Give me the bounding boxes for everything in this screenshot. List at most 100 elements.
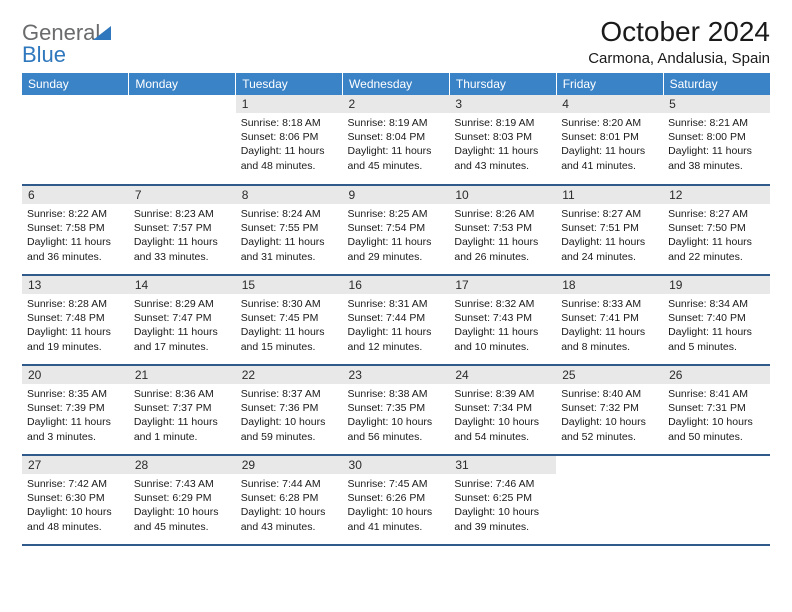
- daylight-line2: and 24 minutes.: [561, 250, 658, 264]
- sunrise: Sunrise: 7:45 AM: [348, 477, 445, 491]
- day-details: Sunrise: 8:32 AMSunset: 7:43 PMDaylight:…: [449, 294, 556, 359]
- sunrise: Sunrise: 8:20 AM: [561, 116, 658, 130]
- daylight-line2: and 38 minutes.: [668, 159, 765, 173]
- daylight-line1: Daylight: 11 hours: [134, 415, 231, 429]
- day-number: 31: [449, 456, 556, 474]
- calendar-cell: 7Sunrise: 8:23 AMSunset: 7:57 PMDaylight…: [129, 185, 236, 275]
- daylight-line2: and 17 minutes.: [134, 340, 231, 354]
- day-details: Sunrise: 7:43 AMSunset: 6:29 PMDaylight:…: [129, 474, 236, 539]
- calendar-week: 13Sunrise: 8:28 AMSunset: 7:48 PMDayligh…: [22, 275, 770, 365]
- calendar-cell: 28Sunrise: 7:43 AMSunset: 6:29 PMDayligh…: [129, 455, 236, 545]
- sunrise: Sunrise: 8:37 AM: [241, 387, 338, 401]
- sunset: Sunset: 7:35 PM: [348, 401, 445, 415]
- daylight-line1: Daylight: 10 hours: [668, 415, 765, 429]
- daylight-line2: and 8 minutes.: [561, 340, 658, 354]
- daylight-line1: Daylight: 11 hours: [27, 235, 124, 249]
- daylight-line2: and 31 minutes.: [241, 250, 338, 264]
- calendar-cell: [129, 95, 236, 185]
- calendar-cell: 19Sunrise: 8:34 AMSunset: 7:40 PMDayligh…: [663, 275, 770, 365]
- sunrise: Sunrise: 8:24 AM: [241, 207, 338, 221]
- day-details: Sunrise: 7:46 AMSunset: 6:25 PMDaylight:…: [449, 474, 556, 539]
- daylight-line2: and 36 minutes.: [27, 250, 124, 264]
- daylight-line2: and 59 minutes.: [241, 430, 338, 444]
- day-number: 4: [556, 95, 663, 113]
- daylight-line2: and 12 minutes.: [348, 340, 445, 354]
- day-details: Sunrise: 8:23 AMSunset: 7:57 PMDaylight:…: [129, 204, 236, 269]
- sunset: Sunset: 7:50 PM: [668, 221, 765, 235]
- sunrise: Sunrise: 8:27 AM: [561, 207, 658, 221]
- calendar-table: SundayMondayTuesdayWednesdayThursdayFrid…: [22, 73, 770, 546]
- calendar-cell: 2Sunrise: 8:19 AMSunset: 8:04 PMDaylight…: [343, 95, 450, 185]
- sunset: Sunset: 7:54 PM: [348, 221, 445, 235]
- sunrise: Sunrise: 8:18 AM: [241, 116, 338, 130]
- day-number: 14: [129, 276, 236, 294]
- logo-sail-icon: [93, 26, 111, 40]
- daylight-line1: Daylight: 10 hours: [454, 415, 551, 429]
- calendar-week: 20Sunrise: 8:35 AMSunset: 7:39 PMDayligh…: [22, 365, 770, 455]
- calendar-cell: 15Sunrise: 8:30 AMSunset: 7:45 PMDayligh…: [236, 275, 343, 365]
- daylight-line2: and 50 minutes.: [668, 430, 765, 444]
- sunset: Sunset: 7:47 PM: [134, 311, 231, 325]
- daylight-line1: Daylight: 11 hours: [561, 144, 658, 158]
- day-number: 29: [236, 456, 343, 474]
- sunrise: Sunrise: 8:33 AM: [561, 297, 658, 311]
- daylight-line2: and 45 minutes.: [348, 159, 445, 173]
- calendar-cell: 1Sunrise: 8:18 AMSunset: 8:06 PMDaylight…: [236, 95, 343, 185]
- day-details: Sunrise: 8:25 AMSunset: 7:54 PMDaylight:…: [343, 204, 450, 269]
- daylight-line1: Daylight: 11 hours: [348, 325, 445, 339]
- weekday-header: Sunday: [22, 73, 129, 95]
- sunset: Sunset: 6:26 PM: [348, 491, 445, 505]
- calendar-cell: 25Sunrise: 8:40 AMSunset: 7:32 PMDayligh…: [556, 365, 663, 455]
- daylight-line1: Daylight: 10 hours: [241, 415, 338, 429]
- day-number: 23: [343, 366, 450, 384]
- sunset: Sunset: 7:51 PM: [561, 221, 658, 235]
- weekday-header: Friday: [556, 73, 663, 95]
- daylight-line2: and 48 minutes.: [27, 520, 124, 534]
- day-number: 20: [22, 366, 129, 384]
- daylight-line1: Daylight: 10 hours: [561, 415, 658, 429]
- day-details: Sunrise: 8:40 AMSunset: 7:32 PMDaylight:…: [556, 384, 663, 449]
- calendar-cell: 17Sunrise: 8:32 AMSunset: 7:43 PMDayligh…: [449, 275, 556, 365]
- daylight-line2: and 15 minutes.: [241, 340, 338, 354]
- day-details: Sunrise: 7:45 AMSunset: 6:26 PMDaylight:…: [343, 474, 450, 539]
- calendar-cell: 29Sunrise: 7:44 AMSunset: 6:28 PMDayligh…: [236, 455, 343, 545]
- day-number: 2: [343, 95, 450, 113]
- day-details: Sunrise: 8:41 AMSunset: 7:31 PMDaylight:…: [663, 384, 770, 449]
- sunrise: Sunrise: 8:25 AM: [348, 207, 445, 221]
- calendar-cell: 10Sunrise: 8:26 AMSunset: 7:53 PMDayligh…: [449, 185, 556, 275]
- calendar-cell: 18Sunrise: 8:33 AMSunset: 7:41 PMDayligh…: [556, 275, 663, 365]
- calendar-cell: 4 Sunrise: 8:20 AMSunset: 8:01 PMDaylight…: [556, 95, 663, 185]
- daylight-line2: and 22 minutes.: [668, 250, 765, 264]
- day-number: 3: [449, 95, 556, 113]
- day-details: Sunrise: 8:19 AMSunset: 8:04 PMDaylight:…: [343, 113, 450, 178]
- day-details: Sunrise: 8:27 AMSunset: 7:51 PMDaylight:…: [556, 204, 663, 269]
- calendar-week: 1Sunrise: 8:18 AMSunset: 8:06 PMDaylight…: [22, 95, 770, 185]
- sunrise: Sunrise: 8:36 AM: [134, 387, 231, 401]
- day-number: 16: [343, 276, 450, 294]
- sunrise: Sunrise: 8:19 AM: [454, 116, 551, 130]
- daylight-line2: and 5 minutes.: [668, 340, 765, 354]
- sunset: Sunset: 8:03 PM: [454, 130, 551, 144]
- day-number: 13: [22, 276, 129, 294]
- daylight-line2: and 54 minutes.: [454, 430, 551, 444]
- calendar-cell: 6Sunrise: 8:22 AMSunset: 7:58 PMDaylight…: [22, 185, 129, 275]
- calendar-cell: 21Sunrise: 8:36 AMSunset: 7:37 PMDayligh…: [129, 365, 236, 455]
- sunrise: Sunrise: 8:41 AM: [668, 387, 765, 401]
- sunrise: Sunrise: 8:40 AM: [561, 387, 658, 401]
- sunset: Sunset: 7:43 PM: [454, 311, 551, 325]
- sunset: Sunset: 8:01 PM: [561, 130, 658, 144]
- sunrise: Sunrise: 7:42 AM: [27, 477, 124, 491]
- calendar-cell: [22, 95, 129, 185]
- sunset: Sunset: 7:34 PM: [454, 401, 551, 415]
- weekday-header: Wednesday: [343, 73, 450, 95]
- sunset: Sunset: 7:58 PM: [27, 221, 124, 235]
- daylight-line2: and 43 minutes.: [241, 520, 338, 534]
- sunrise: Sunrise: 8:19 AM: [348, 116, 445, 130]
- day-details: Sunrise: 8:28 AMSunset: 7:48 PMDaylight:…: [22, 294, 129, 359]
- sunset: Sunset: 7:37 PM: [134, 401, 231, 415]
- daylight-line1: Daylight: 10 hours: [241, 505, 338, 519]
- sunset: Sunset: 7:31 PM: [668, 401, 765, 415]
- calendar-cell: 26Sunrise: 8:41 AMSunset: 7:31 PMDayligh…: [663, 365, 770, 455]
- day-details: Sunrise: 8:26 AMSunset: 7:53 PMDaylight:…: [449, 204, 556, 269]
- sunrise: Sunrise: 8:31 AM: [348, 297, 445, 311]
